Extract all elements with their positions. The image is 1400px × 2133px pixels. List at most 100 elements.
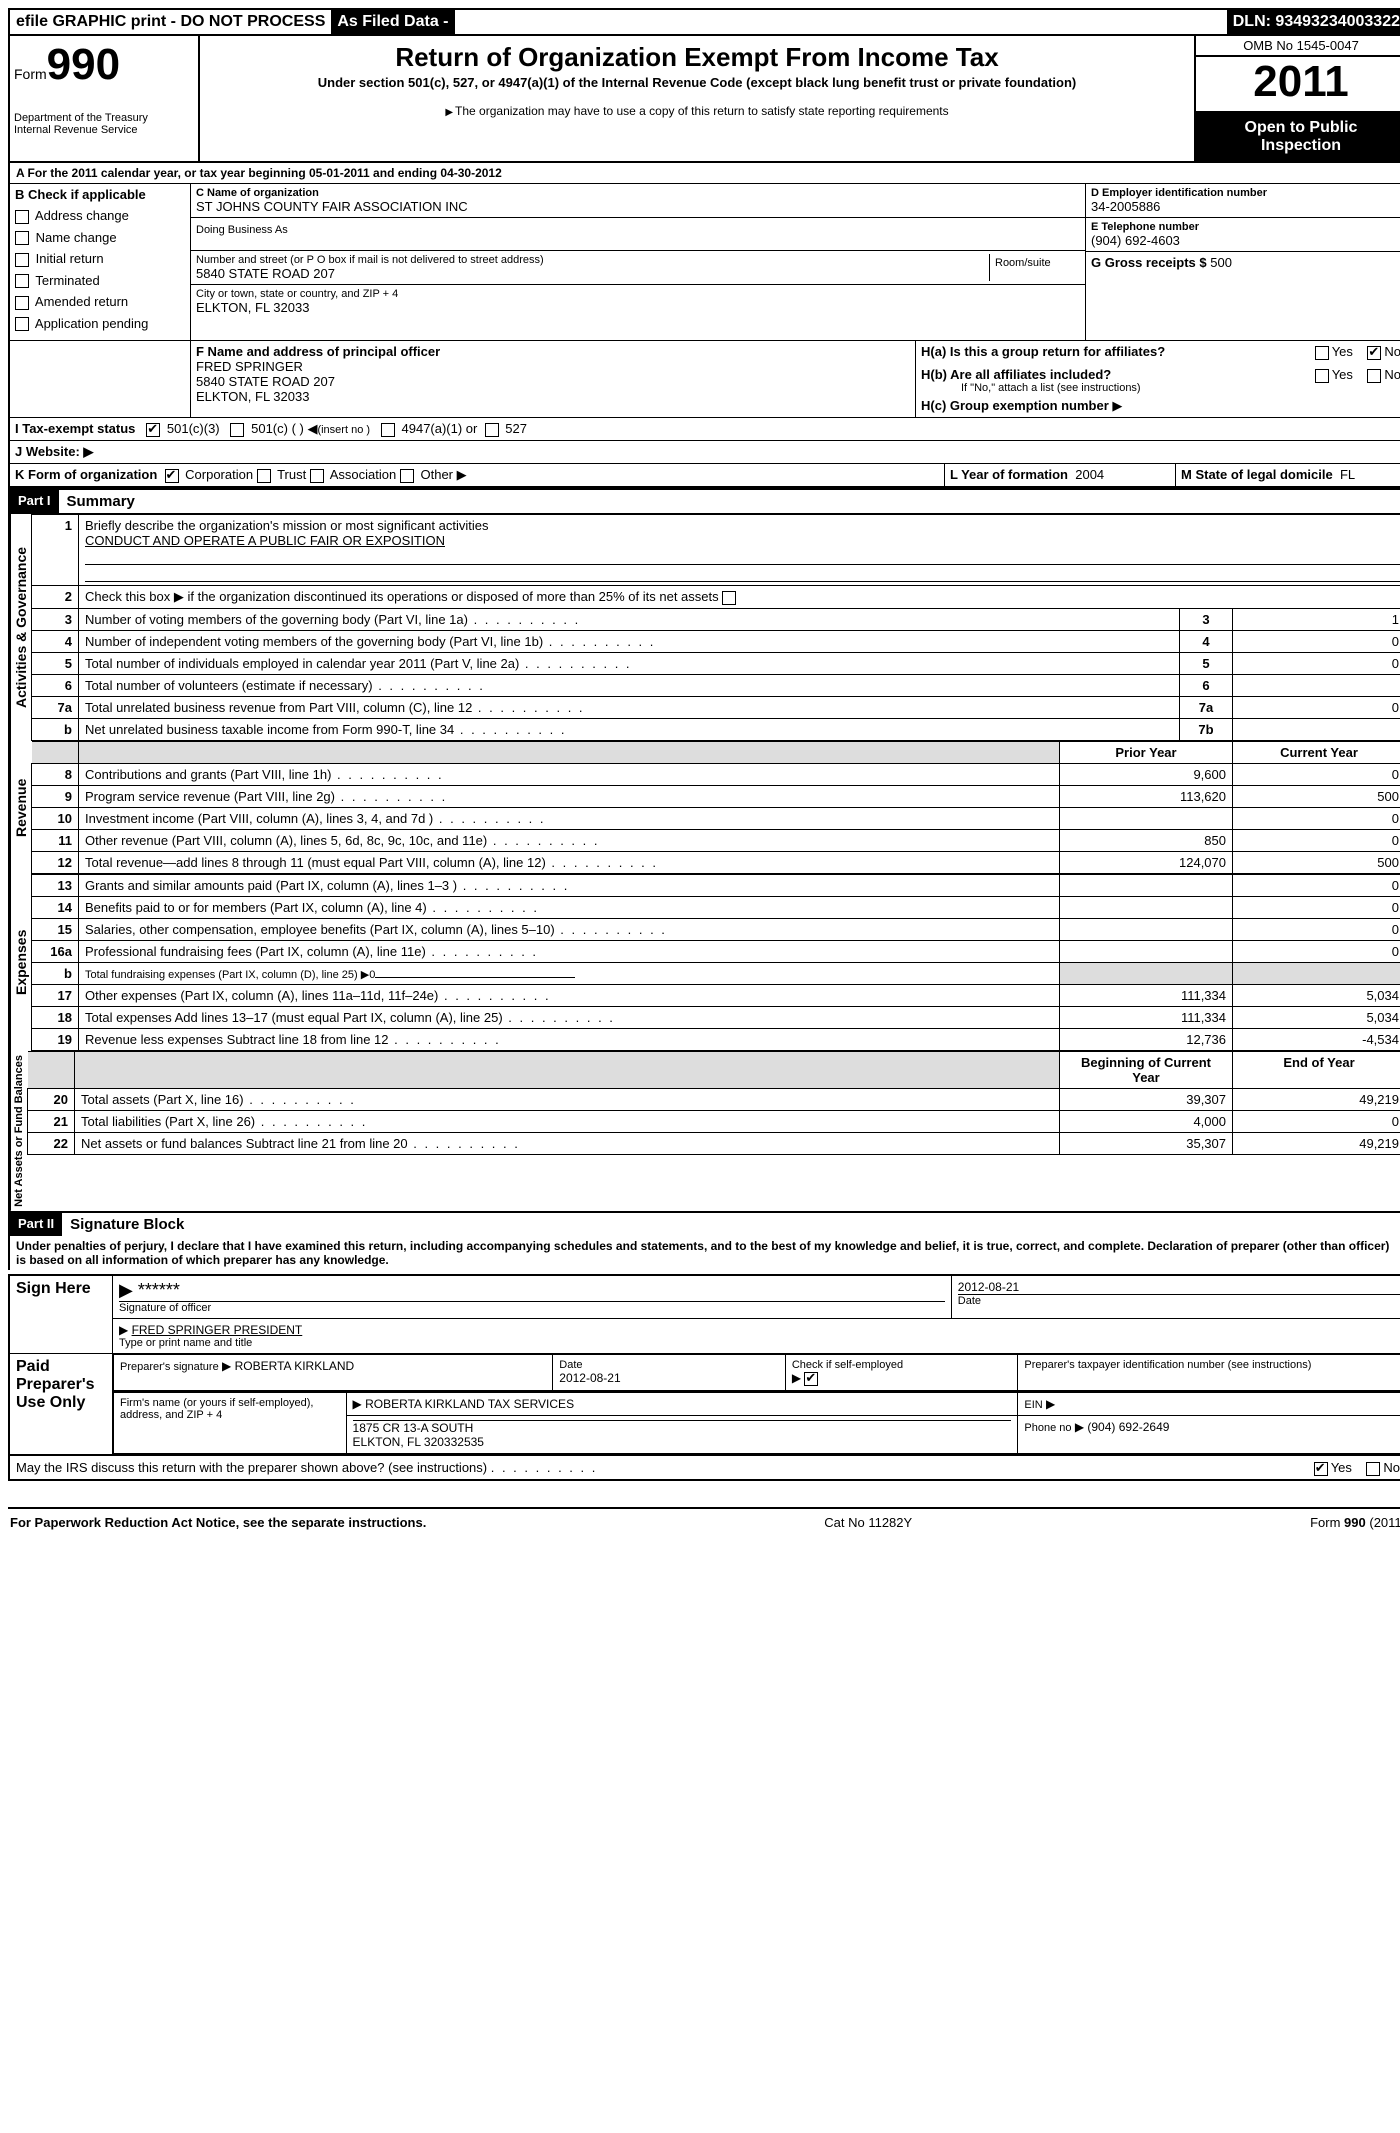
section-netassets: Net Assets or Fund Balances Beginning of… [8,1051,1400,1213]
discuss-no-checkbox[interactable] [1366,1462,1380,1476]
line1-text: Briefly describe the organization's miss… [85,518,488,533]
part2-title: Signature Block [62,1213,192,1236]
sig-date: 2012-08-21 [958,1280,1400,1294]
hb-yes-checkbox[interactable] [1315,369,1329,383]
org-name: ST JOHNS COUNTY FAIR ASSOCIATION INC [196,199,1080,214]
officer-name-sig: FRED SPRINGER PRESIDENT [132,1323,303,1337]
ha-no-checkbox[interactable] [1367,346,1381,360]
discuss-text: May the IRS discuss this return with the… [16,1460,487,1475]
f-label: F Name and address of principal officer [196,344,910,359]
k-corp-checkbox[interactable] [165,469,179,483]
hb-note: If "No," attach a list (see instructions… [961,382,1400,394]
data-row: bTotal fundraising expenses (Part IX, co… [32,963,1400,985]
spacer [455,10,1227,34]
dln-value: 93493234003322 [1275,13,1400,30]
prep-date: 2012-08-21 [559,1371,779,1385]
ein-value: 34-2005886 [1091,199,1400,214]
form-note: The organization may have to use a copy … [208,104,1186,118]
dept-treasury: Department of the Treasury [14,112,194,124]
paid-preparer-label: Paid Preparer's Use Only [9,1354,113,1455]
vlabel-activities: Activities & Governance [10,514,31,741]
city-label: City or town, state or country, and ZIP … [196,288,1080,300]
i-4947-checkbox[interactable] [381,423,395,437]
i-501c3-checkbox[interactable] [146,423,160,437]
col-c: C Name of organization ST JOHNS COUNTY F… [191,184,1086,340]
addr-value: 5840 STATE ROAD 207 [196,266,989,281]
sig-mask: ****** [138,1280,180,1300]
hdr-prior: Prior Year [1060,742,1233,764]
self-employed-checkbox[interactable] [804,1372,818,1386]
form-title: Return of Organization Exempt From Incom… [208,42,1186,73]
dln-box: DLN: 93493234003322 [1227,10,1400,34]
discuss-row: May the IRS discuss this return with the… [8,1456,1400,1481]
data-row: 13Grants and similar amounts paid (Part … [32,875,1400,897]
hdr-begin: Beginning of Current Year [1060,1052,1233,1089]
line2-text: Check this box ▶ if the organization dis… [79,586,1400,609]
col-f: F Name and address of principal officer … [191,341,916,417]
line-a: A For the 2011 calendar year, or tax yea… [8,163,1400,184]
e-label: E Telephone number [1091,221,1400,233]
firm-addr1: 1875 CR 13-A SOUTH [353,1420,1012,1435]
firm-label: Firm's name (or yours if self-employed),… [114,1393,347,1454]
data-row: 22Net assets or fund balances Subtract l… [28,1133,1400,1155]
form-label: Form [14,66,47,82]
b-checkbox-item: Terminated [15,273,185,289]
signature-table: Sign Here ▶ ****** Signature of officer … [8,1274,1400,1456]
part1-title: Summary [59,490,143,513]
b-checkbox-item: Initial return [15,251,185,267]
discuss-yes-checkbox[interactable] [1314,1462,1328,1476]
line1-value: CONDUCT AND OPERATE A PUBLIC FAIR OR EXP… [85,533,445,548]
l-cell: L Year of formation 2004 [945,464,1176,486]
hb-no-checkbox[interactable] [1367,369,1381,383]
data-row: 17Other expenses (Part IX, column (A), l… [32,985,1400,1007]
phone-value: (904) 692-4603 [1091,233,1400,248]
col-b: B Check if applicable Address change Nam… [10,184,191,340]
city-row: City or town, state or country, and ZIP … [191,285,1085,318]
prep-sig-label: Preparer's signature [120,1361,219,1373]
tax-year: 2011 [1196,57,1400,113]
asfiled-label: As Filed Data - [331,10,454,34]
ag-row: bNet unrelated business taxable income f… [32,719,1400,741]
k-other-checkbox[interactable] [400,469,414,483]
table-activities: 1 Briefly describe the organization's mi… [31,514,1400,741]
form-header: Form990 Department of the Treasury Inter… [8,36,1400,163]
footer-left: For Paperwork Reduction Act Notice, see … [10,1515,426,1530]
ag-row: 6Total number of volunteers (estimate if… [32,675,1400,697]
d-label: D Employer identification number [1091,187,1400,199]
firm-name: ROBERTA KIRKLAND TAX SERVICES [365,1397,574,1411]
city-value: ELKTON, FL 32033 [196,300,1080,315]
b-label: B Check if applicable [15,187,185,202]
ag-row: 3Number of voting members of the governi… [32,609,1400,631]
data-row: 20Total assets (Part X, line 16)39,30749… [28,1089,1400,1111]
i-527-checkbox[interactable] [485,423,499,437]
dba-row: Doing Business As [191,218,1085,251]
part2-header: Part II Signature Block [8,1213,1400,1236]
d-row: D Employer identification number 34-2005… [1086,184,1400,218]
sig-officer-label: Signature of officer [119,1301,945,1314]
firm-addr2: ELKTON, FL 320332535 [353,1435,1012,1449]
i-501c-checkbox[interactable] [230,423,244,437]
room-label: Room/suite [989,254,1080,281]
data-row: 9Program service revenue (Part VIII, lin… [32,786,1400,808]
vlabel-revenue: Revenue [10,741,31,874]
g-row: G Gross receipts $ 500 [1086,252,1400,273]
page-footer: For Paperwork Reduction Act Notice, see … [8,1507,1400,1536]
c-label: C Name of organization [196,187,1080,199]
k-assoc-checkbox[interactable] [310,469,324,483]
officer-addr1: 5840 STATE ROAD 207 [196,374,910,389]
ha-yes-checkbox[interactable] [1315,346,1329,360]
col-h: H(a) Is this a group return for affiliat… [916,341,1400,417]
ag-row: 5Total number of individuals employed in… [32,653,1400,675]
sign-here-label: Sign Here [9,1275,113,1354]
data-row: 21Total liabilities (Part X, line 26)4,0… [28,1111,1400,1133]
section-activities: Activities & Governance 1 Briefly descri… [8,513,1400,741]
addr-label: Number and street (or P O box if mail is… [196,254,989,266]
ag-row: 7aTotal unrelated business revenue from … [32,697,1400,719]
k-trust-checkbox[interactable] [257,469,271,483]
b-checkbox-item: Application pending [15,316,185,332]
prep-phone: (904) 692-2649 [1087,1420,1169,1434]
line2-checkbox[interactable] [722,591,736,605]
g-value: 500 [1210,255,1232,270]
ptin-label: Preparer's taxpayer identification numbe… [1018,1355,1400,1391]
dept-irs: Internal Revenue Service [14,124,194,136]
